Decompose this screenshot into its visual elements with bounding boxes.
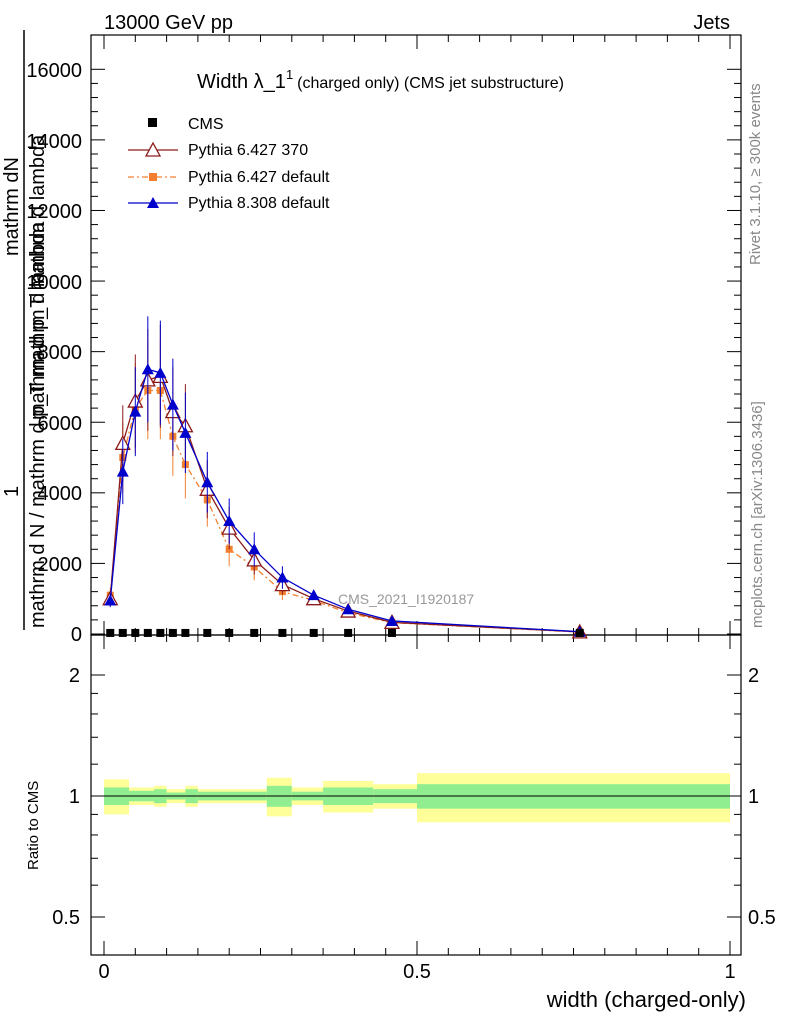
main-axis-ticks bbox=[91, 35, 741, 635]
y-tick-label: 4000 bbox=[38, 483, 83, 505]
ratio-tick-label: 1 bbox=[69, 786, 80, 808]
ratio-tick-labels: 0.5 1 2 0.5 1 2 bbox=[52, 665, 776, 929]
data-point bbox=[307, 589, 320, 601]
x-tick-labels: 0 0.5 1 bbox=[98, 961, 735, 983]
process-label: Jets bbox=[693, 12, 730, 34]
ratio-y-label: Ratio to CMS bbox=[25, 781, 42, 870]
y-tick-label: 2000 bbox=[38, 554, 83, 576]
data-point bbox=[385, 614, 398, 626]
legend-p8-default-label: Pythia 8.308 default bbox=[188, 195, 330, 212]
legend: CMS Pythia 6.427 370 Pythia 6.427 defaul… bbox=[128, 116, 330, 212]
ratio-tick-label: 0.5 bbox=[52, 907, 80, 929]
x-tick-label: 0 bbox=[98, 961, 109, 983]
x-tick-label: 0.5 bbox=[403, 961, 431, 983]
data-point bbox=[276, 571, 289, 583]
y-axis-label: 1 mathrm dN mathrm d p_T mathrm d lambda… bbox=[1, 30, 49, 630]
data-point bbox=[250, 628, 259, 637]
legend-cms-label: CMS bbox=[188, 116, 224, 133]
data-point bbox=[201, 476, 214, 488]
data-point bbox=[118, 628, 127, 637]
series-pythia-8-308-default bbox=[104, 316, 586, 637]
data-point bbox=[181, 628, 190, 637]
title-subtitle: (charged only) (CMS jet substructure) bbox=[297, 75, 564, 92]
data-point bbox=[342, 603, 355, 615]
legend-p6-370-marker bbox=[144, 141, 162, 157]
data-point bbox=[156, 628, 165, 637]
data-point bbox=[179, 426, 192, 438]
energy-label: 13000 GeV pp bbox=[104, 12, 233, 34]
y-tick-label: 0 bbox=[71, 624, 82, 646]
legend-p8-default-marker bbox=[147, 197, 159, 208]
rivet-label: Rivet 3.1.10, ≥ 300k events bbox=[747, 83, 764, 265]
ratio-tick-label-right: 2 bbox=[748, 665, 759, 687]
x-axis-label: width (charged-only) bbox=[546, 987, 746, 1012]
ratio-tick-label-right: 1 bbox=[748, 786, 759, 808]
x-tick-label: 1 bbox=[724, 961, 735, 983]
y-tick-label: 16000 bbox=[26, 60, 82, 82]
title-main: Width λ_1 bbox=[197, 71, 286, 93]
data-point bbox=[344, 628, 353, 637]
legend-p6-default-label: Pythia 6.427 default bbox=[188, 169, 330, 186]
data-point bbox=[129, 405, 142, 417]
data-point bbox=[278, 628, 287, 637]
data-point bbox=[225, 628, 234, 637]
data-point bbox=[141, 363, 154, 375]
series-layer bbox=[102, 316, 588, 639]
ratio-plot-frame bbox=[90, 634, 742, 956]
y-tick-label: 6000 bbox=[38, 413, 83, 435]
data-point bbox=[309, 628, 318, 637]
data-point bbox=[116, 465, 129, 477]
legend-cms-marker bbox=[148, 118, 157, 127]
data-point bbox=[168, 628, 177, 637]
series-cms bbox=[106, 628, 584, 637]
data-point bbox=[104, 594, 117, 606]
y-tick-label: 10000 bbox=[26, 272, 82, 294]
mcplots-label: mcplots.cern.ch [arXiv:1306.3436] bbox=[749, 401, 766, 628]
title-superscript: 1 bbox=[286, 67, 293, 82]
data-point bbox=[203, 628, 212, 637]
plot-title: Width λ_11 (charged only) (CMS jet substr… bbox=[197, 67, 564, 93]
y-tick-label: 12000 bbox=[26, 201, 82, 223]
legend-p6-370-label: Pythia 6.427 370 bbox=[188, 142, 308, 159]
analysis-watermark: CMS_2021_I1920187 bbox=[338, 591, 474, 607]
y-tick-labels: 0 2000 4000 6000 8000 10000 12000 14000 … bbox=[26, 60, 82, 646]
legend-p6-default-marker bbox=[149, 173, 157, 181]
data-point bbox=[154, 366, 167, 378]
data-point bbox=[143, 628, 152, 637]
y-label-denominator: mathrm d p_T mathrm d lambda bbox=[27, 134, 49, 420]
ratio-bands bbox=[104, 773, 730, 823]
data-point bbox=[106, 628, 115, 637]
y-label-overlay: mathrm d N / mathrm d p_T mathrm d lambd… bbox=[27, 221, 49, 628]
data-point bbox=[166, 398, 179, 410]
data-point bbox=[248, 543, 261, 555]
y-label-numerator: mathrm dN bbox=[1, 157, 23, 256]
data-point bbox=[575, 628, 584, 637]
y-label-prefactor: 1 bbox=[1, 486, 23, 497]
ratio-tick-label: 2 bbox=[69, 665, 80, 687]
data-point bbox=[387, 628, 396, 637]
data-point bbox=[131, 628, 140, 637]
ratio-tick-label-right: 0.5 bbox=[748, 907, 776, 929]
y-tick-label: 8000 bbox=[38, 342, 83, 364]
y-tick-label: 14000 bbox=[26, 131, 82, 153]
data-point bbox=[223, 515, 236, 527]
